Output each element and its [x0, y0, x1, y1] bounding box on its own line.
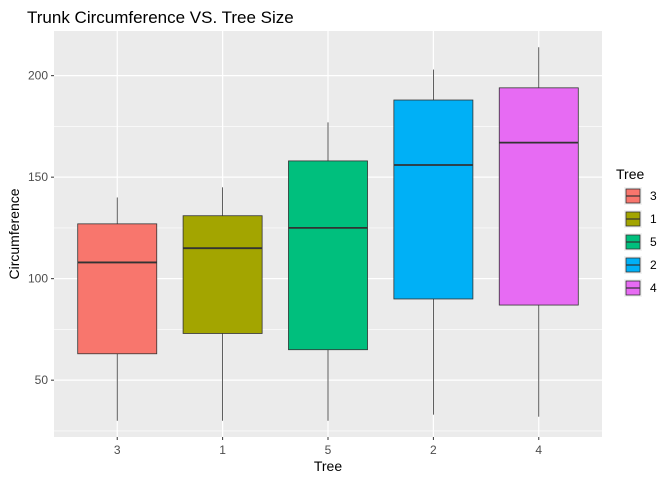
x-axis: 3 1 5 2 4 — [114, 437, 542, 457]
x-tick-label: 1 — [219, 443, 226, 457]
boxes — [77, 47, 579, 421]
box-body — [393, 99, 474, 300]
x-tick-label: 3 — [114, 443, 121, 457]
legend-item-5: 5 — [624, 233, 657, 251]
y-tick-label: 50 — [35, 373, 49, 387]
x-tick-label: 5 — [325, 443, 332, 457]
y-tick-label: 150 — [28, 170, 48, 184]
chart-title: Trunk Circumference VS. Tree Size — [27, 8, 294, 27]
box-body — [498, 87, 579, 306]
x-axis-title: Tree — [314, 458, 342, 474]
legend-label: 5 — [650, 235, 657, 249]
y-axis-title: Circumference — [6, 188, 22, 279]
legend-label: 1 — [650, 212, 657, 226]
box-body — [77, 223, 158, 355]
legend-item-3: 3 — [624, 187, 657, 205]
y-axis: 50 100 150 200 — [28, 69, 54, 387]
legend-label: 3 — [650, 189, 657, 203]
x-tick-label: 4 — [535, 443, 542, 457]
legend-label: 2 — [650, 258, 657, 272]
legend-item-1: 1 — [624, 210, 657, 228]
legend-label: 4 — [650, 281, 657, 295]
box-body — [288, 160, 368, 351]
y-tick-label: 200 — [28, 69, 48, 83]
x-tick-label: 2 — [430, 443, 437, 457]
box-body — [182, 215, 263, 334]
box-3 — [77, 197, 158, 421]
legend: Tree 3 1 5 2 4 — [616, 166, 657, 297]
legend-title: Tree — [616, 166, 644, 182]
y-tick-label: 100 — [28, 272, 48, 286]
box-4 — [498, 47, 579, 417]
legend-item-4: 4 — [624, 279, 657, 297]
box-1 — [182, 187, 263, 421]
box-2 — [393, 69, 474, 415]
legend-item-2: 2 — [624, 256, 657, 274]
box-5 — [288, 122, 368, 421]
